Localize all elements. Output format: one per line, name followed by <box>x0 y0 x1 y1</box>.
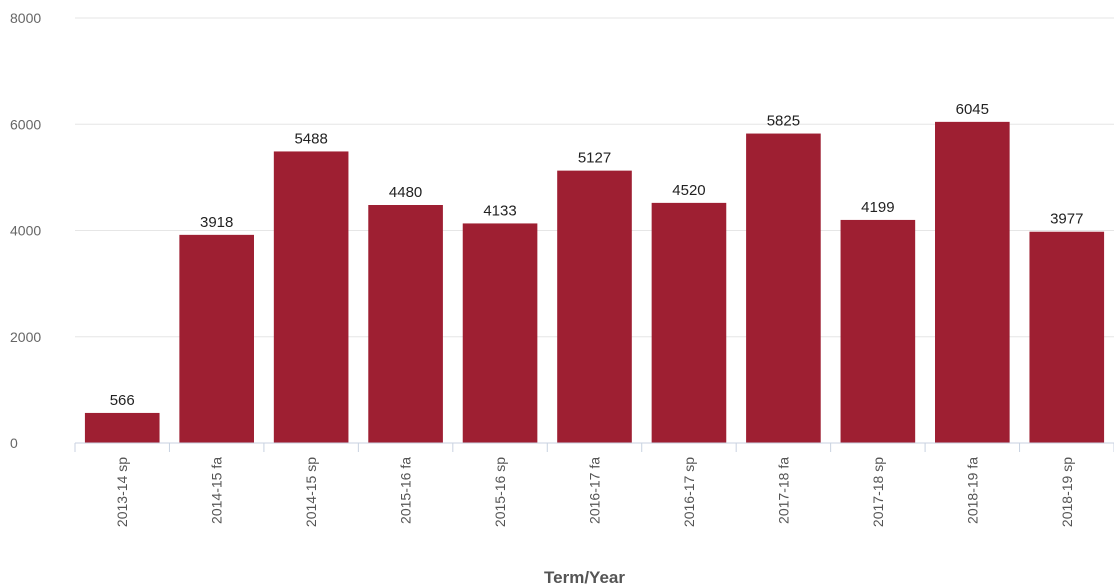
x-tick-label: 2018-19 sp <box>1059 457 1075 527</box>
x-tick-label: 2017-18 fa <box>775 457 791 524</box>
bar <box>368 205 443 443</box>
bar <box>273 151 349 443</box>
bar <box>557 170 632 444</box>
data-label: 4133 <box>483 202 516 219</box>
data-label: 566 <box>110 392 135 409</box>
bar <box>84 412 160 443</box>
bar <box>746 133 821 443</box>
data-label: 5825 <box>767 113 800 130</box>
x-tick-label: 2018-19 fa <box>964 457 980 524</box>
bars <box>84 121 1105 444</box>
data-label: 5488 <box>294 130 327 147</box>
data-label: 5127 <box>578 150 611 167</box>
y-tick-label: 0 <box>10 435 18 451</box>
bar <box>179 234 254 443</box>
x-tick-label: 2015-16 fa <box>398 457 414 524</box>
x-axis-tick-marks <box>74 443 1114 452</box>
x-tick-label: 2015-16 sp <box>492 457 508 527</box>
x-tick-label: 2014-15 fa <box>209 457 225 524</box>
x-tick-label: 2017-18 sp <box>870 457 886 527</box>
data-label: 4480 <box>389 184 422 201</box>
bar <box>935 121 1010 443</box>
data-label: 4520 <box>672 182 705 199</box>
x-axis-ticks: 2013-14 sp 2014-15 fa 2014-15 sp 2015-16 fa… <box>114 457 1075 527</box>
x-tick-label: 2013-14 sp <box>114 457 130 527</box>
x-axis-title: Term/Year <box>544 568 625 586</box>
x-tick-label: 2014-15 sp <box>303 457 319 527</box>
data-label: 6045 <box>956 101 989 118</box>
bar <box>462 223 538 443</box>
y-tick-label: 6000 <box>10 116 41 132</box>
data-label: 3918 <box>200 214 233 231</box>
y-tick-label: 8000 <box>10 10 41 26</box>
data-labels: 566 3918 5488 4480 4133 5127 4520 5825 4199 6045 3… <box>110 101 1084 409</box>
data-label: 4199 <box>861 199 894 216</box>
bar <box>1029 231 1105 443</box>
bar <box>840 219 916 443</box>
y-axis-ticks: 0 2000 4000 6000 8000 <box>10 10 41 451</box>
x-tick-label: 2016-17 sp <box>681 457 697 527</box>
y-tick-label: 2000 <box>10 329 41 345</box>
y-tick-label: 4000 <box>10 223 41 239</box>
x-tick-label: 2016-17 fa <box>587 457 603 524</box>
bar <box>651 202 727 443</box>
data-label: 3977 <box>1050 211 1083 228</box>
